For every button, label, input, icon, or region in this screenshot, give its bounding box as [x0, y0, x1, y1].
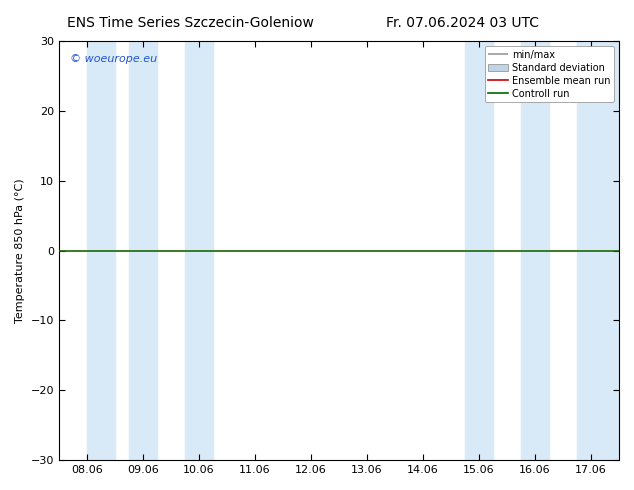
Bar	[521, 41, 549, 460]
Bar	[465, 41, 493, 460]
Y-axis label: Temperature 850 hPa (°C): Temperature 850 hPa (°C)	[15, 178, 25, 323]
Bar	[129, 41, 157, 460]
Legend: min/max, Standard deviation, Ensemble mean run, Controll run: min/max, Standard deviation, Ensemble me…	[484, 46, 614, 102]
Bar	[87, 41, 115, 460]
Bar	[185, 41, 213, 460]
Text: © woeurope.eu: © woeurope.eu	[70, 53, 157, 64]
Bar	[577, 41, 619, 460]
Text: ENS Time Series Szczecin-Goleniow: ENS Time Series Szczecin-Goleniow	[67, 16, 314, 30]
Text: Fr. 07.06.2024 03 UTC: Fr. 07.06.2024 03 UTC	[386, 16, 540, 30]
